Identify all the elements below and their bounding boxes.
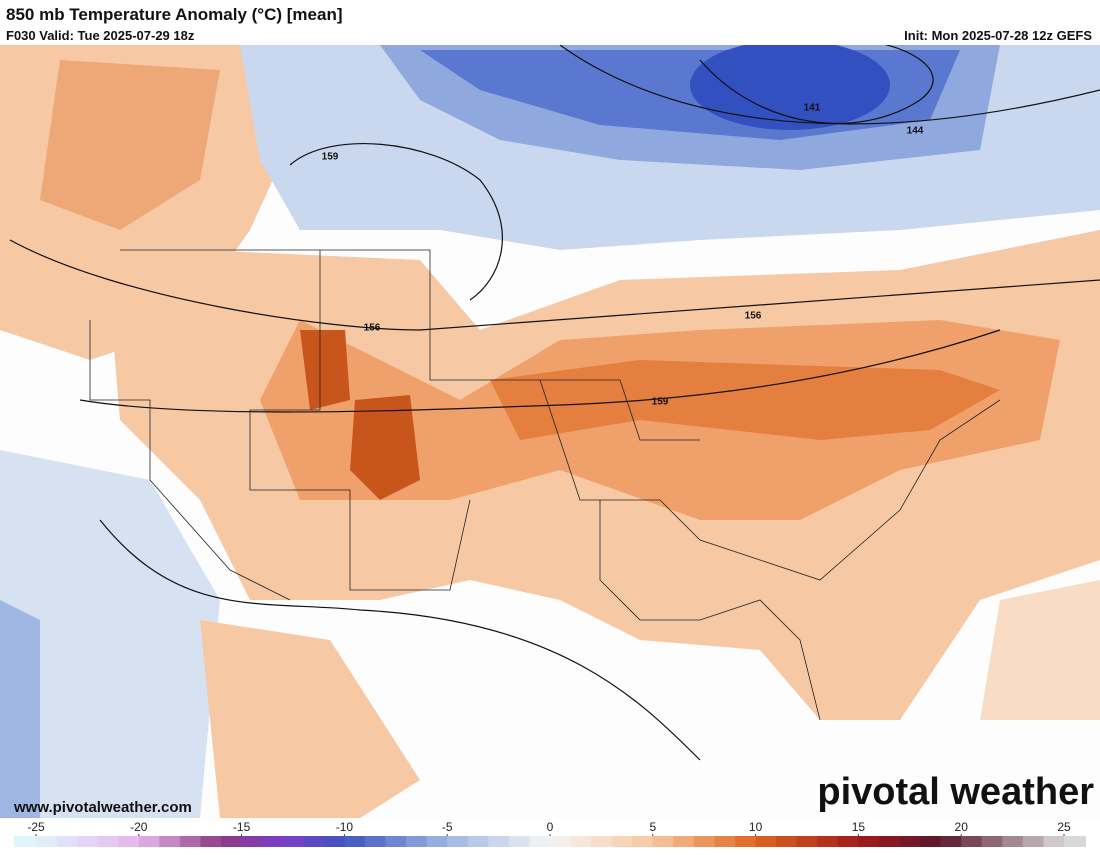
colorbar-swatch [550, 836, 572, 847]
colorbar-swatch [940, 836, 962, 847]
colorbar-swatch [241, 836, 263, 847]
colorbar-swatch [591, 836, 613, 847]
colorbar-swatch [36, 836, 58, 847]
colorbar-swatch [878, 836, 901, 847]
colorbar-swatch [282, 836, 304, 847]
colorbar-tick-label: -15 [233, 820, 251, 834]
colorbar-swatch [200, 836, 222, 847]
colorbar-swatch [508, 836, 530, 847]
colorbar-swatch [735, 836, 757, 847]
colorbar-tick-label: 5 [649, 820, 656, 834]
colorbar-swatch [714, 836, 736, 847]
colorbar-swatch [529, 836, 551, 847]
colorbar-swatch [159, 836, 181, 847]
colorbar-swatch [406, 836, 428, 847]
colorbar-swatch [837, 836, 859, 847]
colorbar-swatch [796, 836, 818, 847]
contour-label: 159 [322, 152, 339, 163]
colorbar-swatch [920, 836, 942, 847]
colorbar-swatch [570, 836, 592, 847]
colorbar-swatch [1043, 836, 1065, 847]
colorbar-swatch [981, 836, 1003, 847]
colorbar-swatch [385, 836, 407, 847]
colorbar-swatch [77, 836, 99, 847]
colorbar-swatch [488, 836, 510, 847]
colorbar-swatch [1022, 836, 1044, 847]
colorbar-swatch [652, 836, 674, 847]
contour-label: 144 [907, 126, 924, 137]
colorbar-tick-label: -25 [27, 820, 45, 834]
colorbar-swatch [693, 836, 715, 847]
colorbar-swatch [118, 836, 140, 847]
colorbar-tick-label: -10 [336, 820, 354, 834]
colorbar-swatch [447, 836, 469, 847]
colorbar-swatch [179, 836, 201, 847]
colorbar: -25 -20 -15 -10 -5 0 5 10 15 20 25 [14, 820, 1086, 847]
contour-label: 159 [652, 397, 669, 408]
colorbar-swatch [138, 836, 160, 847]
brand-watermark: pivotal weather [817, 771, 1094, 813]
website: www.pivotalweather.com [13, 799, 192, 816]
contour-label: 156 [745, 311, 762, 322]
colorbar-swatch [467, 836, 489, 847]
colorbar-swatch [56, 836, 78, 847]
colorbar-tick-label: -20 [130, 820, 148, 834]
colorbar-swatch [344, 836, 366, 847]
colorbar-swatch [673, 836, 695, 847]
colorbar-swatch [14, 836, 36, 847]
colorbar-swatch [364, 836, 387, 847]
contour-label: 141 [804, 103, 821, 114]
colorbar-tick-label: 10 [749, 820, 763, 834]
init-time: Init: Mon 2025-07-28 12z GEFS [904, 28, 1092, 43]
colorbar-swatch [776, 836, 798, 847]
colorbar-swatch [817, 836, 839, 847]
map: 141 144 159 156 156 159 [0, 45, 1100, 818]
colorbar-swatch [303, 836, 325, 847]
colorbar-swatch [1002, 836, 1024, 847]
contour-label: 156 [364, 323, 381, 334]
valid-time: F030 Valid: Tue 2025-07-29 18z [6, 28, 195, 43]
colorbar-tick-label: 20 [955, 820, 969, 834]
colorbar-swatch [611, 836, 633, 847]
colorbar-swatch [961, 836, 983, 847]
colorbar-swatch [426, 836, 448, 847]
title: 850 mb Temperature Anomaly (°C) [mean] [6, 5, 343, 24]
colorbar-swatch [323, 836, 345, 847]
colorbar-swatch [755, 836, 777, 847]
colorbar-swatch [221, 836, 243, 847]
colorbar-tick-label: 25 [1057, 820, 1071, 834]
colorbar-swatch [632, 836, 654, 847]
colorbar-swatch [97, 836, 119, 847]
colorbar-tick-label: -5 [442, 820, 453, 834]
colorbar-swatch [1064, 836, 1086, 847]
colorbar-swatch [899, 836, 921, 847]
colorbar-tick-label: 0 [547, 820, 554, 834]
colorbar-tick-label: 15 [852, 820, 866, 834]
colorbar-swatch [858, 836, 880, 847]
colorbar-swatch [262, 836, 284, 847]
